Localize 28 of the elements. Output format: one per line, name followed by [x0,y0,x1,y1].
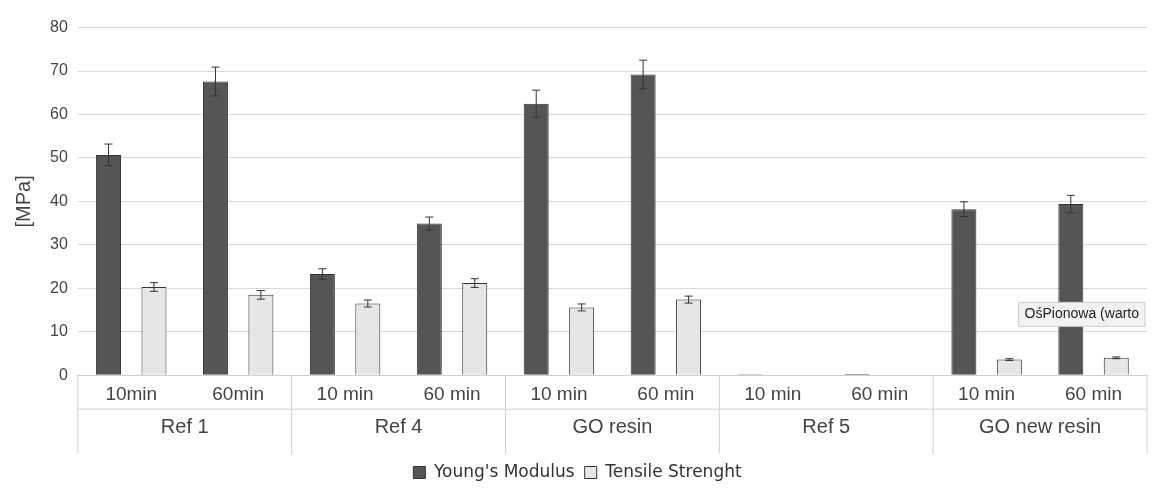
y-tick-label: 20 [50,278,68,296]
x-tick-label: 10 min [958,382,1016,404]
legend-label: Tensile Strenght [604,460,742,481]
x-tick-label: 60 min [423,382,481,404]
x-tick-label: 10 min [530,382,588,404]
y-tick-label: 40 [50,191,68,209]
x-tick-label: 10min [105,382,158,404]
x-tick-label: 60 min [1065,382,1123,404]
x-tick-label: 60 min [637,382,695,404]
y-tick-label: 60 [50,104,68,122]
x-tick-label: 60min [212,382,265,404]
y-tick-label: 70 [50,61,68,79]
legend-label: Young's Modulus [432,460,575,481]
text: Ref 4 [374,414,423,437]
x-tick-label: 10 min [744,382,802,404]
y-tick-label: 10 [50,322,68,340]
text: GO new resin [978,414,1102,437]
y-tick-label: 80 [50,18,68,36]
y-axis-title: [MPa] [11,175,34,228]
text: Ref 5 [802,414,851,437]
text: Ref 1 [160,414,209,437]
y-tick-label: 0 [58,365,68,383]
x-tick-label: 10 min [316,382,374,404]
annotation: OśPionowa (warto [1024,305,1140,322]
x-tick-label: 60 min [851,382,909,404]
y-tick-label: 50 [50,148,68,166]
text: GO resin [572,414,653,437]
y-tick-label: 30 [50,235,68,253]
